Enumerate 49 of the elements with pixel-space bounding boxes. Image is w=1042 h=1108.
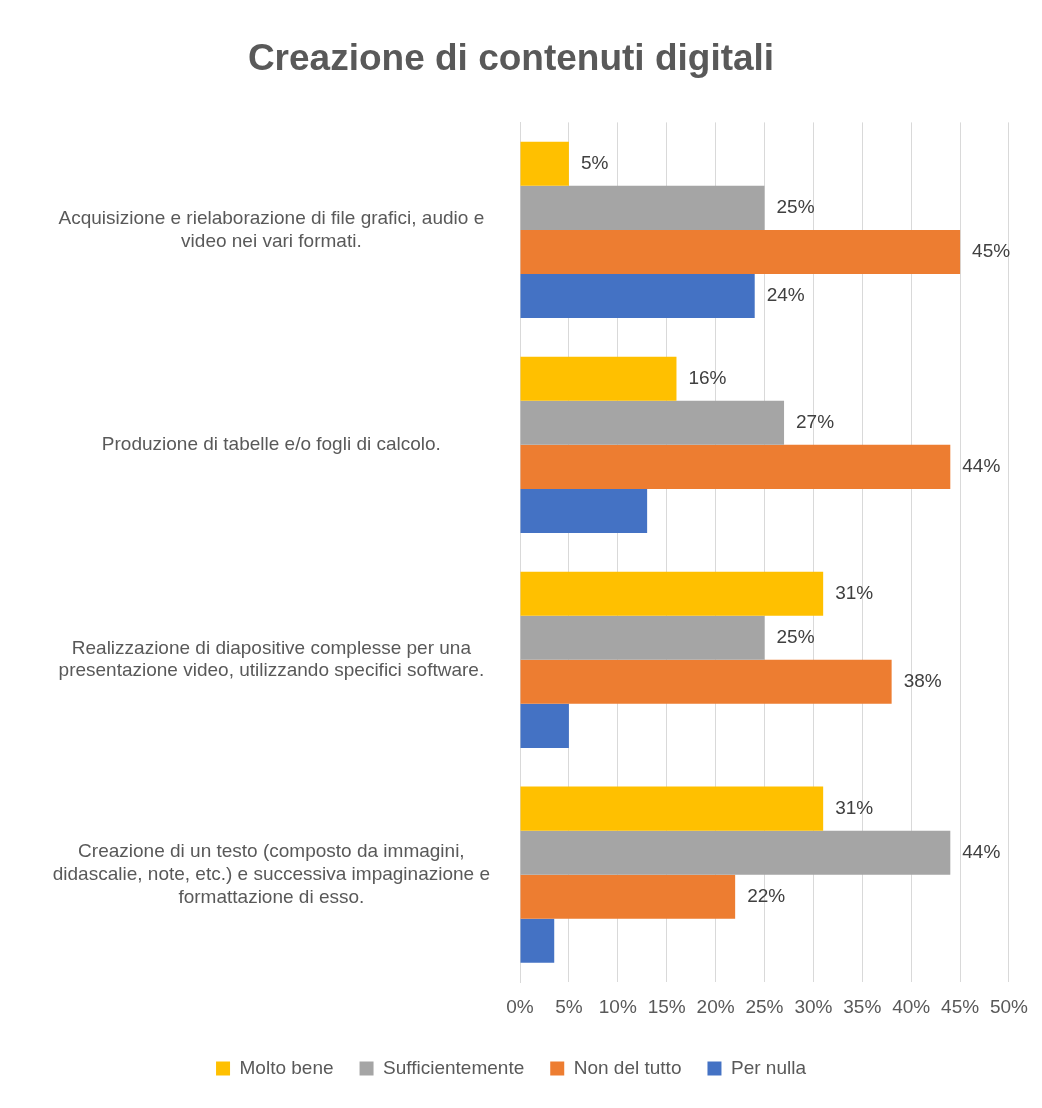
y-tick-label: Produzione di tabelle e/o fogli di calcolo. xyxy=(101,433,441,455)
x-tick-label: 0% xyxy=(506,995,534,1017)
bar xyxy=(520,615,765,660)
bar xyxy=(520,356,677,401)
bar xyxy=(520,703,569,748)
bar xyxy=(520,786,824,831)
data-label: 31% xyxy=(835,581,874,603)
legend-label: Non del tutto xyxy=(573,1056,682,1078)
y-tick-label: Realizzazione di diapositive complesse per una presentazione video, utilizzando specifici software. xyxy=(58,636,485,681)
bar xyxy=(520,400,785,445)
data-label: 22% xyxy=(747,884,786,906)
bar xyxy=(520,571,824,616)
x-tick-label: 30% xyxy=(794,995,833,1017)
bar xyxy=(520,918,555,963)
data-label: 16% xyxy=(688,366,727,388)
bar xyxy=(520,830,951,875)
bar xyxy=(520,229,961,274)
legend-label: Molto bene xyxy=(239,1056,334,1078)
data-label: 45% xyxy=(972,240,1011,262)
x-tick-label: 25% xyxy=(745,995,784,1017)
data-label: 25% xyxy=(776,196,815,218)
bar xyxy=(520,273,755,319)
y-tick-label: Creazione di un testo (composto da immagini, didascalie, note, etc.) e successiva impaginazione e formattazione di esso. xyxy=(52,840,490,907)
data-label: 27% xyxy=(796,411,835,433)
legend-label: Sufficientemente xyxy=(383,1056,525,1078)
x-tick-label: 45% xyxy=(941,995,980,1017)
bar xyxy=(520,874,736,919)
y-tick-label: Acquisizione e rielaborazione di file grafici, audio e video nei vari formati. xyxy=(58,206,485,251)
data-label: 31% xyxy=(835,796,874,818)
legend-label: Per nulla xyxy=(730,1056,807,1078)
x-tick-label: 50% xyxy=(989,995,1029,1017)
x-tick-label: 35% xyxy=(843,995,882,1017)
x-tick-label: 40% xyxy=(892,995,931,1017)
bar xyxy=(520,185,765,230)
data-label: 25% xyxy=(776,625,815,647)
x-tick-label: 20% xyxy=(696,995,735,1017)
x-tick-label: 10% xyxy=(598,995,637,1017)
bar xyxy=(520,659,892,704)
x-tick-label: 5% xyxy=(555,995,583,1017)
bar xyxy=(520,444,951,489)
data-label: 44% xyxy=(962,840,1001,862)
data-label: 44% xyxy=(962,455,1001,477)
chart-title: Creazione di contenuti digitali xyxy=(247,37,775,79)
x-tick-label: 15% xyxy=(647,995,686,1017)
data-label: 24% xyxy=(766,284,805,306)
bar xyxy=(520,141,569,186)
data-label: 5% xyxy=(580,152,609,174)
bar xyxy=(520,488,648,533)
data-label: 38% xyxy=(903,670,942,692)
